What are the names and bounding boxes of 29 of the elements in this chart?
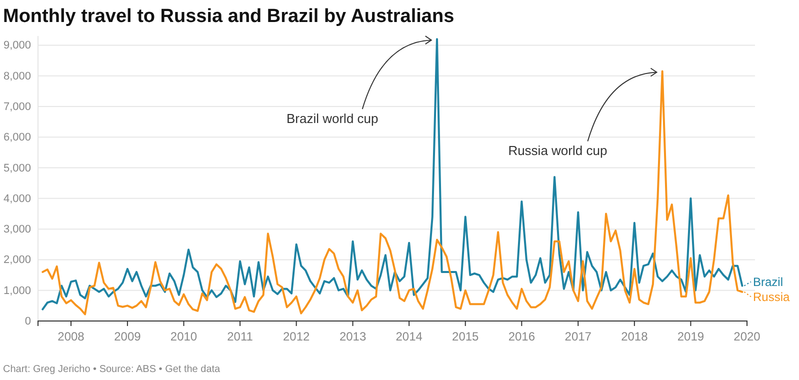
text: Chart: Greg Jericho • Source: ABS • Get the data	[3, 364, 221, 375]
legend-label: Russia	[753, 290, 790, 304]
x-tick-label: 2010	[170, 330, 198, 344]
x-tick-label: 2014	[396, 330, 423, 344]
x-tick-label: 2013	[339, 330, 366, 344]
legend-label: Brazil	[753, 274, 784, 289]
x-tick-label: 2017	[564, 330, 592, 344]
x-tick-label: 2009	[114, 330, 142, 344]
y-tick-label: 9,000	[3, 40, 31, 52]
y-tick-label: 0	[24, 316, 31, 328]
x-tick-label: 2011	[227, 330, 254, 344]
y-tick-label: 4,000	[3, 192, 31, 205]
chart-title: Monthly travel to Russia and Brazil by Australians	[3, 6, 454, 27]
y-tick-label: 6,000	[3, 132, 31, 144]
x-tick-label: 2019	[677, 330, 704, 344]
x-tick-label: 2020	[734, 330, 761, 344]
y-tick-label: 1,000	[3, 284, 31, 297]
annotation: Russia world cup	[508, 143, 608, 158]
x-tick-label: 2016	[508, 330, 536, 344]
x-tick-label: 2018	[621, 330, 648, 344]
x-tick-label: 2015	[452, 330, 480, 344]
y-tick-label: 3,000	[3, 224, 31, 236]
y-tick-label: 7,000	[3, 101, 31, 114]
y-tick-label: 5,000	[3, 162, 31, 174]
y-tick-label: 8,000	[3, 70, 31, 82]
annotation: Brazil world cup	[286, 111, 378, 126]
x-tick-label: 2008	[58, 330, 85, 344]
y-tick-label: 2,000	[3, 254, 31, 266]
x-tick-label: 2012	[282, 330, 310, 344]
